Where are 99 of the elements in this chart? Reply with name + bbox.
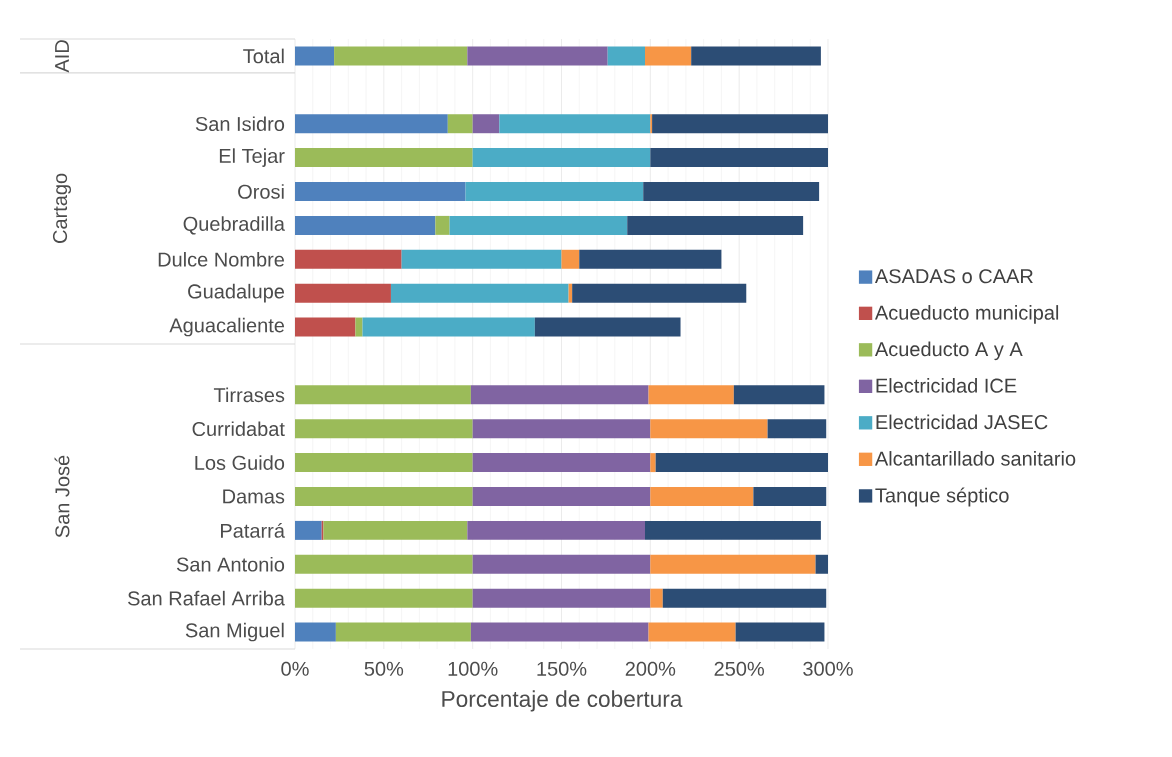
bar [733,385,825,405]
x-tick-label: 0% [281,661,309,676]
bar [467,520,645,540]
bar [295,622,336,642]
y-tick-label: Damas [223,489,285,504]
legend-label: Acueducto A y A [874,341,1023,361]
bar [295,554,473,574]
bar [435,215,450,235]
bar [662,588,827,608]
text: Cartago [52,173,72,243]
bar [691,46,821,66]
bar [499,114,651,134]
bar [572,283,747,303]
bar [650,487,754,506]
bar [401,249,562,269]
y-tick-label: Patarrá [221,522,285,538]
y-tick-label: San Isidro [195,116,285,132]
bar [767,419,827,439]
legend-label: Acueducto municipal [874,305,1059,324]
bar [295,249,402,269]
bar [449,215,628,235]
x-tick-label: 50% [364,661,404,676]
bar [648,385,734,405]
y-tick-label: El Tejar [219,148,285,167]
x-tick-label: 300% [803,661,853,676]
bar [650,419,768,439]
x-tick-label: 200% [625,661,676,676]
legend-label: ASADAS o CAAR [874,269,1033,284]
bar [815,554,828,574]
bar [355,317,363,337]
bar [335,622,471,642]
bar [467,46,608,66]
bar [362,317,535,337]
bar [735,622,825,642]
bar [472,148,651,168]
bar [648,622,736,642]
legend-label: Electricidad ICE [876,378,1017,393]
x-tick-label: 250% [714,661,765,676]
y-tick-label: Quebradilla [183,216,285,235]
bar [753,487,827,506]
bar [295,487,473,506]
bar [447,114,473,134]
bar [465,182,644,201]
y-tick-label: San Antonio [176,556,285,572]
bar [472,588,651,608]
bar [472,487,651,506]
bar [295,215,436,235]
bar [472,554,651,574]
bar [295,453,473,473]
y-tick-label: Total [243,48,284,64]
y-tick-label: San Rafael Arriba [128,590,285,606]
y-tick-label: Tirrases [213,387,285,403]
bar [295,46,335,66]
y-tick-label: Dulce Nombre [158,251,285,267]
bar [652,114,828,134]
bar [650,453,656,473]
bar [323,520,468,540]
bar [643,182,820,201]
bar [561,249,580,269]
bar [650,588,663,608]
bar [295,317,356,337]
y-tick-label: Los Guido [195,455,285,470]
bar [472,114,500,134]
bar [650,148,828,168]
bar [295,148,473,168]
y-tick-label: Aguacaliente [169,317,285,337]
x-tick-label: 150% [537,661,587,676]
bar [295,182,466,201]
x-axis-title: Porcentaje de cobertura [442,690,683,712]
y-tick-label: Orosi [238,184,284,199]
legend-label: Tanque séptico [875,487,1009,507]
text: San José [54,455,70,538]
x-tick-label: 100% [448,661,498,676]
bar [650,554,816,574]
y-tick-label: Curridabat [192,421,285,437]
bar [534,317,681,337]
bar [390,283,569,303]
y-tick-label: San Miguel [185,622,284,642]
bar [472,453,651,473]
bar [607,46,645,66]
bar [627,215,804,235]
bar [295,588,473,608]
legend-label: Electricidad JASEC [876,414,1048,430]
bar [295,419,473,439]
bar [295,114,448,134]
bar [295,520,322,540]
bar [295,283,391,303]
bar [645,46,692,66]
bar [472,419,651,439]
bar [334,46,468,66]
bar [295,385,471,405]
y-tick-label: Guadalupe [188,283,285,303]
bar [579,249,722,269]
bar [470,622,649,642]
legend-label: Alcantarillado sanitario [874,451,1076,466]
bar [655,453,828,473]
bar [645,520,821,540]
text: AID [55,40,69,73]
bar [470,385,649,405]
